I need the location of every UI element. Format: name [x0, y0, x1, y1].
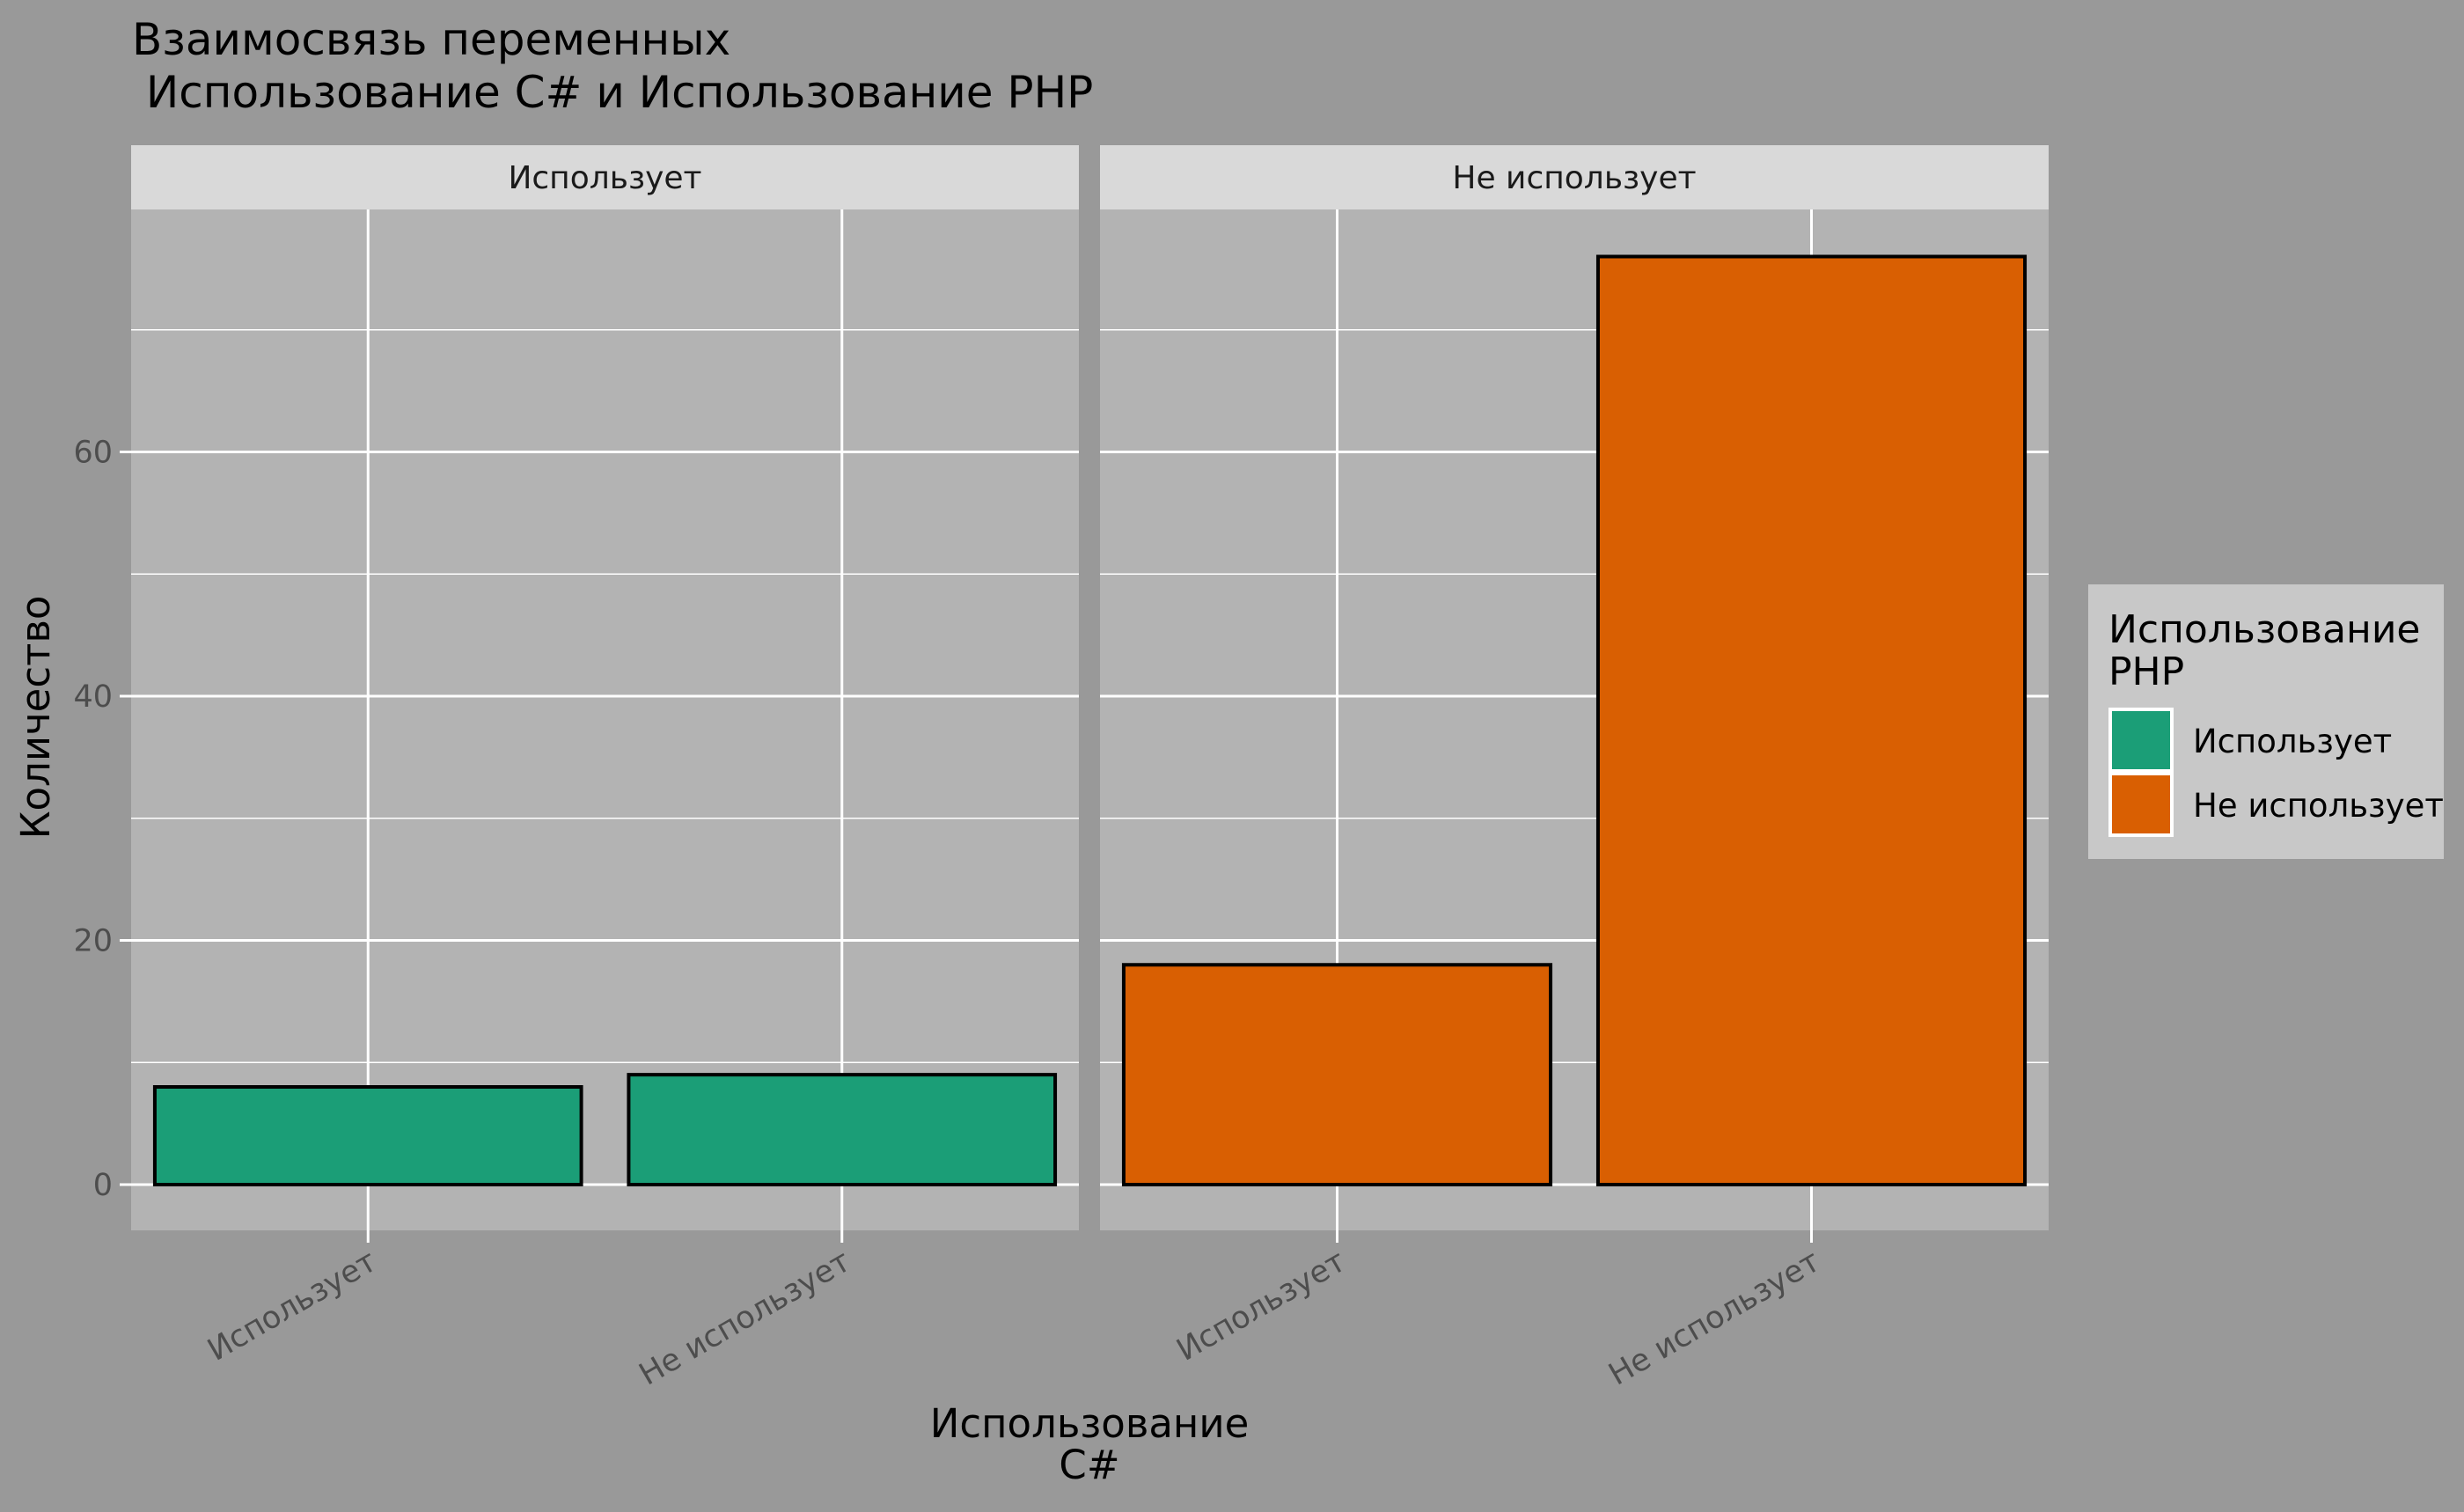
- legend-item-label: Использует: [2193, 723, 2392, 760]
- facet-strip: [131, 145, 1079, 209]
- legend-item-label: Не использует: [2193, 787, 2444, 825]
- bar: [1595, 254, 2028, 1186]
- legend-swatch: [2108, 708, 2174, 773]
- y-tick-label: 20: [73, 924, 113, 959]
- legend-title-line-2: PHP: [2108, 650, 2184, 694]
- chart-title-line-1: Взаимосвязь переменных: [132, 14, 730, 65]
- panel-background: [131, 209, 1079, 1230]
- legend: Использование PHP Использует Не используе…: [2088, 584, 2444, 859]
- x-axis-title-line-1: Использование: [930, 1400, 1250, 1447]
- bar: [152, 1085, 583, 1186]
- chart-title-line-2: Использование C# и Использование PHP: [132, 67, 1093, 118]
- y-axis-title: Количество: [12, 596, 59, 840]
- chart-title: Взаимосвязь переменных Использование C# …: [132, 14, 1093, 118]
- legend-swatch: [2108, 772, 2174, 837]
- facet-strip-label: Не использует: [1452, 160, 1696, 196]
- facet-strip: [1100, 145, 2049, 209]
- y-tick-label: 40: [73, 679, 113, 715]
- y-tick-label: 0: [93, 1168, 113, 1203]
- y-tick-label: 60: [73, 436, 113, 471]
- x-axis-title-line-2: C#: [1059, 1442, 1119, 1488]
- x-axis-title: Использование C#: [930, 1400, 1250, 1488]
- bar: [627, 1073, 1058, 1186]
- legend-items: Использует Не использует: [2108, 708, 2444, 837]
- legend-title-line-1: Использование: [2108, 607, 2421, 652]
- facet-strip-label: Использует: [508, 160, 701, 196]
- bar: [1121, 963, 1553, 1186]
- y-axis: 0 20 40 60: [73, 436, 131, 1203]
